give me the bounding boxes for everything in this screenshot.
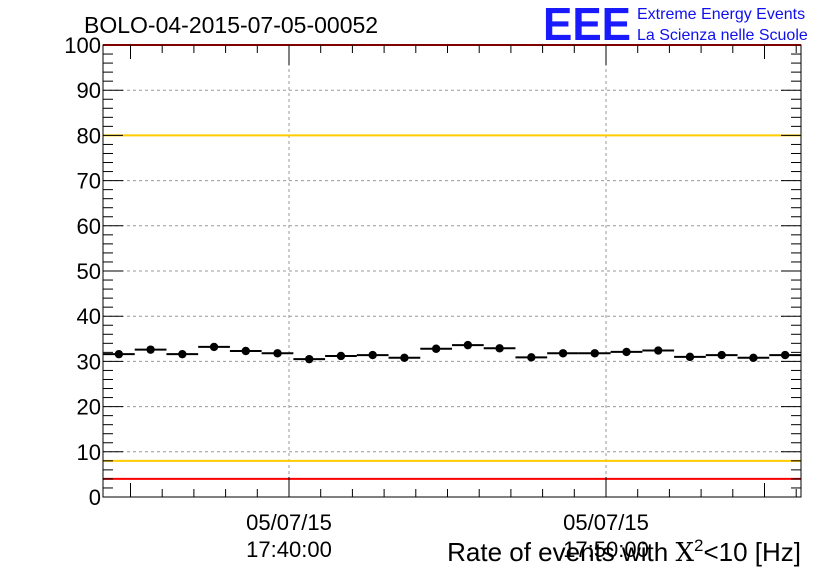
data-point: [590, 349, 599, 358]
data-point: [717, 350, 726, 360]
logo-line1: Extreme Energy Events: [637, 6, 805, 23]
reference-lines: [103, 44, 801, 480]
data-point: [527, 353, 536, 362]
x-tick-date: 05/07/15: [246, 510, 332, 535]
data-point: [463, 340, 473, 350]
eee-logo: EEE Extreme Energy Events La Scienza nel…: [543, 0, 808, 50]
logo-line2: La Scienza nelle Scuole: [637, 27, 808, 44]
y-tick-label: 10: [77, 440, 101, 465]
data-point: [495, 344, 504, 353]
y-tick-label: 30: [77, 349, 101, 374]
data-point: [780, 350, 790, 360]
x-label-superscript: 2: [694, 536, 703, 555]
data-point: [685, 352, 695, 362]
data-point: [654, 346, 663, 355]
x-label-condition: <10 [Hz]: [703, 537, 801, 567]
data-point: [336, 351, 346, 361]
x-axis-label: Rate of events with X2<10 [Hz]: [447, 536, 801, 568]
data-point: [431, 344, 441, 353]
y-tick-label: 40: [77, 304, 101, 329]
data-point: [146, 345, 155, 354]
data-point: [114, 349, 124, 359]
data-point: [558, 349, 568, 358]
grid-lines: [103, 45, 801, 497]
data-point: [400, 353, 409, 362]
data-point: [273, 349, 282, 358]
data-point: [241, 346, 250, 356]
y-tick-label: 100: [64, 33, 101, 58]
data-point: [368, 350, 377, 360]
x-label-text: Rate of events with: [447, 537, 675, 567]
y-tick-label: 90: [77, 78, 101, 103]
data-point: [209, 342, 219, 352]
y-tick-labels: 0 10 20 30 40 50 60 70 80 90 100: [64, 33, 101, 510]
data-point: [178, 349, 187, 359]
chart-title: BOLO-04-2015-07-05-00052: [84, 12, 378, 38]
data-point: [622, 347, 631, 357]
x-tick-time: 17:50:00: [563, 537, 649, 562]
y-tick-label: 50: [77, 259, 101, 284]
axis-ticks: [103, 44, 801, 498]
data-point: [749, 353, 758, 362]
data-points: [103, 340, 801, 364]
x-tick-time: 17:40:00: [246, 537, 332, 562]
logo-mark: EEE: [543, 0, 631, 50]
y-tick-label: 60: [77, 214, 101, 239]
y-tick-label: 70: [77, 169, 101, 194]
data-point: [305, 354, 314, 364]
y-tick-label: 20: [77, 395, 101, 420]
x-tick-date: 05/07/15: [563, 510, 649, 535]
y-tick-label: 80: [77, 123, 101, 148]
x-label-symbol: X: [675, 538, 694, 568]
y-tick-label: 0: [89, 485, 101, 510]
